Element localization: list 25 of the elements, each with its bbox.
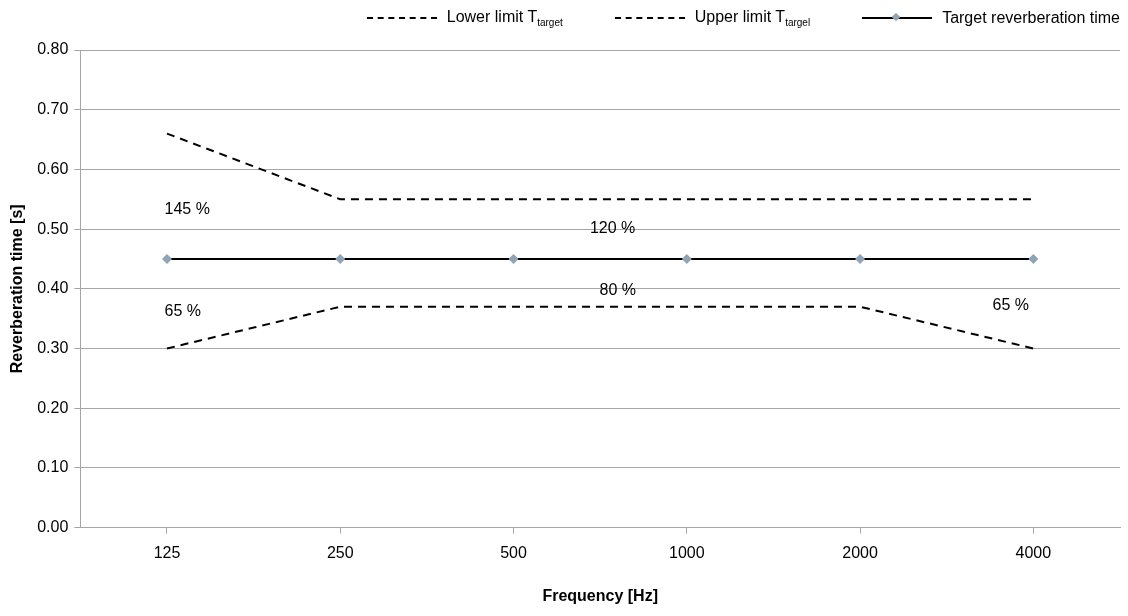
x-tick-label: 500 xyxy=(500,543,527,561)
annotation: 145 % xyxy=(164,200,210,218)
x-tick-label: 4000 xyxy=(1015,543,1052,561)
y-tick-label: 0.30 xyxy=(37,338,69,356)
y-tick-label: 0.50 xyxy=(37,219,69,237)
y-tick-label: 0.10 xyxy=(37,458,69,476)
y-tick-label: 0.40 xyxy=(37,279,69,297)
annotation: 120 % xyxy=(589,219,636,237)
x-tick-label: 1000 xyxy=(669,543,705,561)
y-tick-label: 0.80 xyxy=(37,40,69,58)
x-tick-label: 250 xyxy=(326,543,354,561)
annotation: 65 % xyxy=(992,295,1030,313)
legend-label: Upper limit T$_{targel}$ xyxy=(694,8,811,29)
annotation: 65 % xyxy=(164,302,202,320)
y-tick-label: 0.60 xyxy=(37,159,69,177)
y-tick-label: 0.70 xyxy=(37,100,69,118)
annotation: 80 % xyxy=(599,281,637,299)
y-tick-label: 0.20 xyxy=(37,398,69,416)
y-axis-title: Reverberation time [s] xyxy=(8,204,26,374)
y-tick-label: 0.00 xyxy=(37,518,69,536)
x-axis-title: Frequency [Hz] xyxy=(542,586,658,604)
legend-label: Target reverberation time xyxy=(942,9,1120,28)
x-tick-label: 2000 xyxy=(842,543,878,561)
x-tick-label: 125 xyxy=(153,543,181,561)
legend-label: Lower limit T$_{target}$ xyxy=(446,8,563,29)
